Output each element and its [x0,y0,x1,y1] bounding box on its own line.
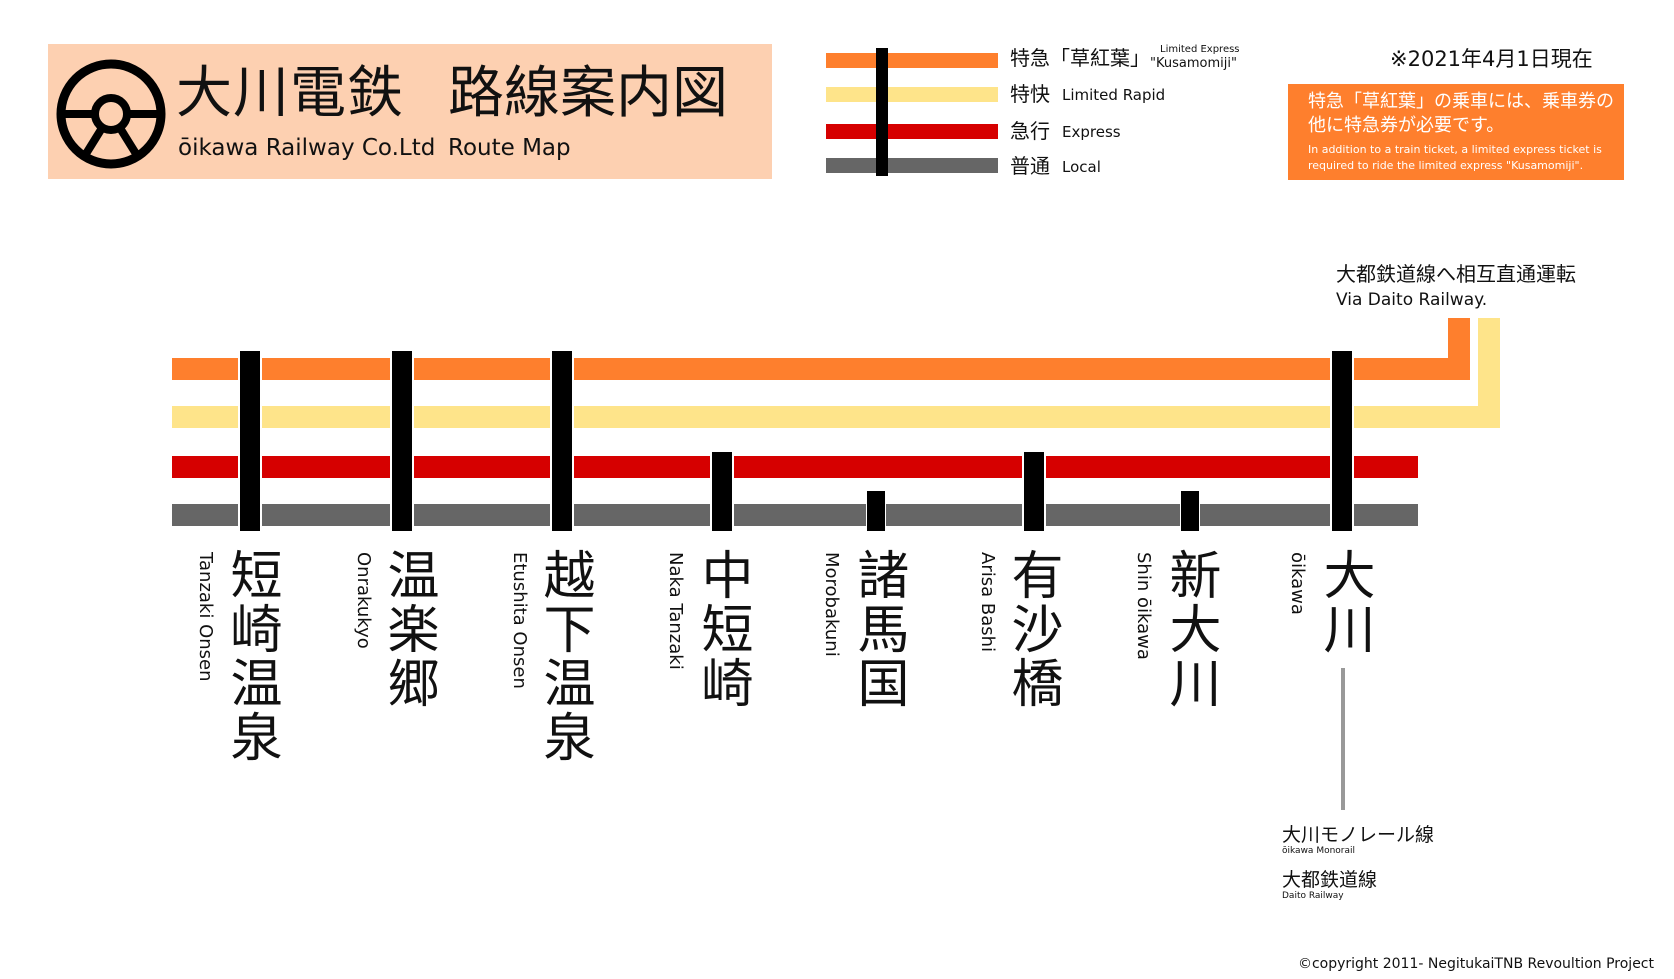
route-map-title-jp: 路線案内図 [448,61,728,126]
connection-daito-railway-en: Daito Railway [1282,891,1344,901]
station-name-jp-tanzaki-onsen: 短崎温泉 [221,548,281,764]
line-local [172,504,1418,526]
legend-label-limited-rapid-en: Limited Rapid [1062,86,1166,104]
line-limited-rapid-through [1478,318,1500,428]
station-marker-naka-tanzaki [712,452,732,531]
legend-label-limited-express-jp: 特急「草紅葉」 [1010,46,1150,70]
legend-swatch-local [826,158,998,173]
station-marker-tanzaki-onsen [240,351,260,531]
station-marker-etushita-onsen [552,351,572,531]
station-name-en-morobakuni: Morobakuni [821,552,842,657]
station-marker-morobakuni [867,491,885,531]
legend-label-limited-express-en-1: Limited Express [1160,44,1240,55]
station-name-en-naka-tanzaki: Naka Tanzaki [665,552,686,670]
transfer-connector-line [1341,668,1345,810]
station-name-en-onrakukyo: Onrakukyo [353,552,374,649]
legend-stop-marker [876,48,888,176]
through-service-label-en: Via Daito Railway. [1336,290,1488,310]
legend-label-limited-rapid-jp: 特快 [1010,82,1050,106]
station-name-en-oikawa: ōikawa [1287,552,1308,615]
legend-label-local-jp: 普通 [1010,154,1050,178]
station-name-en-shin-oikawa: Shin ōikawa [1133,552,1154,660]
legend-label-limited-express-en-2: "Kusamomiji" [1150,56,1237,71]
effective-date-note: ※2021年4月1日現在 [1390,47,1593,71]
company-logo-icon [56,59,166,169]
legend-label-local-en: Local [1062,158,1101,176]
company-name-en: ōikawa Railway Co.Ltd [178,135,436,161]
station-marker-onrakukyo [392,351,412,531]
station-name-jp-morobakuni: 諸馬国 [848,548,908,710]
line-limited-express [172,358,1462,380]
station-name-en-etushita-onsen: Etushita Onsen [509,552,530,689]
station-name-jp-onrakukyo: 温楽郷 [378,548,438,710]
station-name-jp-shin-oikawa: 新大川 [1160,548,1220,710]
station-name-jp-etushita-onsen: 越下温泉 [534,548,594,764]
line-limited-express-through [1448,318,1470,380]
title-banner [48,44,772,179]
connection-oikawa-monorail-en: ōikawa Monorail [1282,846,1356,856]
station-name-en-tanzaki-onsen: Tanzaki Onsen [195,552,216,682]
station-name-jp-arisa-bashi: 有沙橋 [1002,548,1062,710]
legend-swatch-express [826,124,998,139]
legend-swatch-limited-rapid [826,87,998,102]
through-service-label-jp: 大都鉄道線へ相互直通運転 [1336,262,1576,286]
notice-text-jp: 特急「草紅葉」の乗車には、乗車券の他に特急券が必要です。 [1308,91,1614,136]
route-map-title-en: Route Map [448,135,571,161]
station-name-jp-oikawa: 大川 [1314,548,1374,656]
connection-oikawa-monorail-jp: 大川モノレール線 [1282,824,1435,846]
station-marker-arisa-bashi [1024,452,1044,531]
legend-label-express-jp: 急行 [1010,119,1050,143]
station-name-jp-naka-tanzaki: 中短崎 [692,548,752,710]
connection-daito-railway-jp: 大都鉄道線 [1282,869,1378,891]
line-limited-rapid [172,406,1500,428]
legend-label-express-en: Express [1062,123,1121,141]
company-name-jp: 大川電鉄 [176,61,404,126]
station-marker-shin-oikawa [1181,491,1199,531]
station-marker-oikawa [1332,351,1352,531]
notice-text-en: In addition to a train ticket, a limited… [1308,143,1602,172]
station-name-en-arisa-bashi: Arisa Bashi [977,552,998,653]
limited-express-notice: 特急「草紅葉」の乗車には、乗車券の他に特急券が必要です。 In addition… [1288,84,1624,180]
line-express [172,456,1418,478]
copyright-notice: ©copyright 2011- NegitukaiTNB Revoultion… [1297,956,1654,972]
legend-swatch-limited-express [826,53,998,68]
